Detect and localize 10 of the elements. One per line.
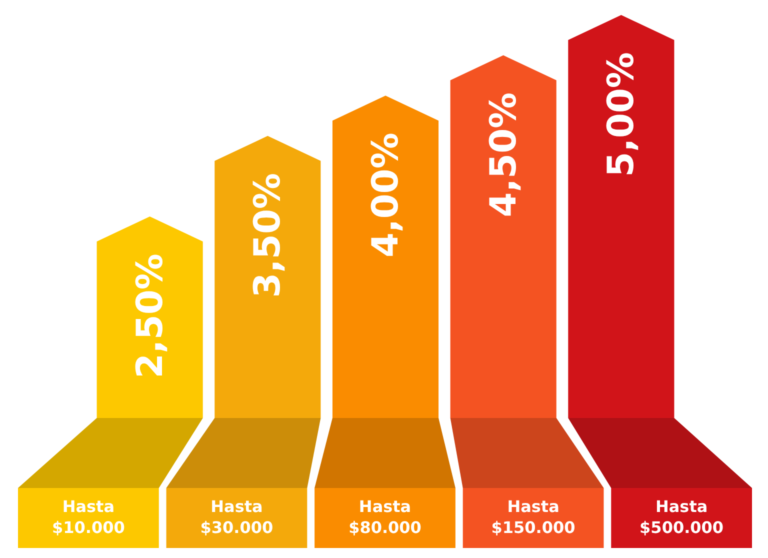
data-label: 5,00% (601, 52, 642, 177)
data-label: 4,50% (483, 92, 524, 218)
x-tick-label: Hasta $500.000 (640, 497, 724, 537)
x-tick-label: Hasta $30.000 (200, 497, 274, 537)
data-label: 2,50% (130, 254, 171, 378)
data-label: 4,00% (366, 132, 406, 258)
data-label: 3,50% (248, 172, 289, 298)
x-tick-label: Hasta $150.000 (491, 497, 576, 537)
x-tick-label: Hasta $80.000 (348, 497, 422, 537)
x-tick-label: Hasta $10.000 (52, 497, 125, 537)
